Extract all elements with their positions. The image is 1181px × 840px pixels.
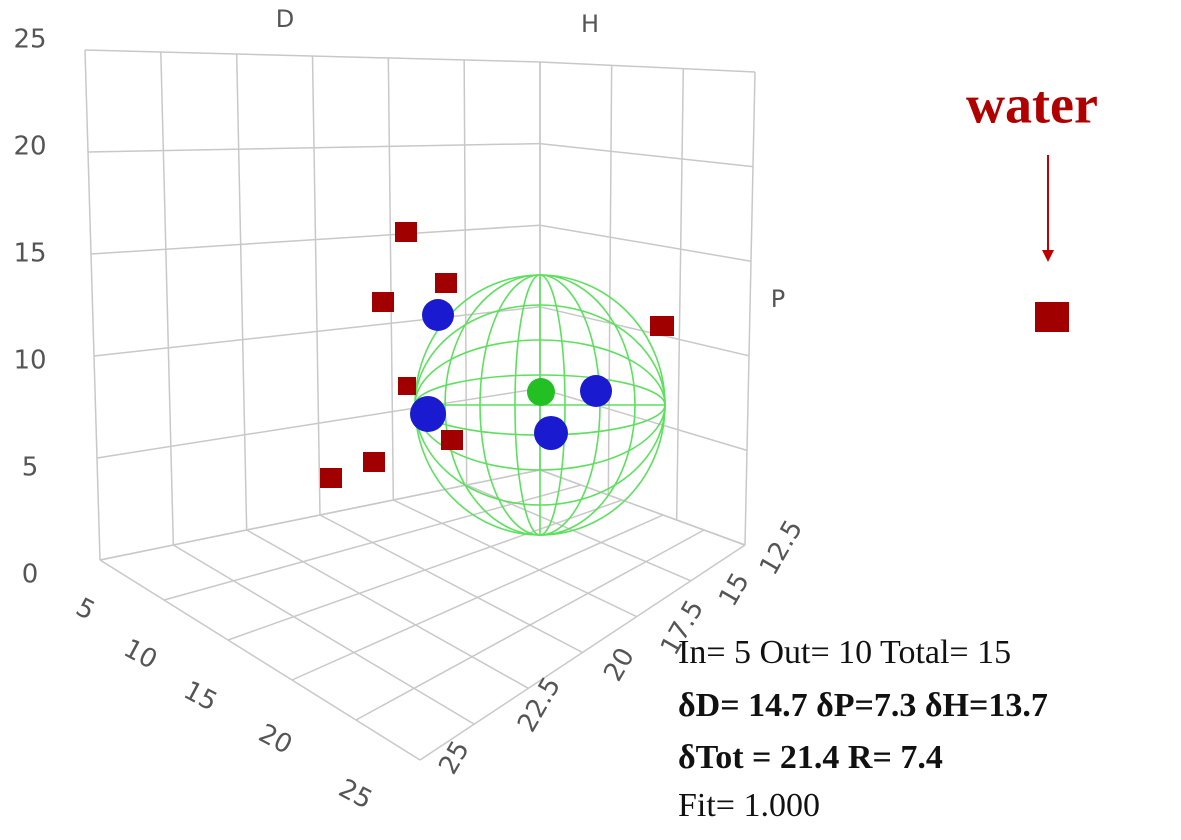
stat-line: δTot = 21.4 R= 7.4 (678, 739, 943, 776)
z-tick-label: 15 (713, 568, 756, 612)
point-in (580, 375, 612, 407)
stat-line: δD= 14.7 δP=7.3 δH=13.7 (678, 687, 1048, 724)
point-out (320, 468, 342, 488)
grid-line (607, 65, 613, 496)
z-tick-label: 22.5 (512, 672, 567, 737)
grid-line (160, 51, 175, 546)
y-tick-label: 10 (13, 346, 46, 376)
grid-line (675, 68, 685, 521)
point-in (410, 396, 446, 432)
axis-label: H (581, 10, 599, 38)
grid-line (311, 55, 321, 516)
point-out (435, 273, 457, 293)
grid-line (539, 306, 750, 357)
grid-line (235, 53, 248, 531)
z-tick-label: 25 (433, 736, 476, 780)
grid-line (539, 387, 748, 452)
point-out (363, 452, 385, 472)
y-tick-label: 20 (13, 132, 46, 162)
stat-line: In= 5 Out= 10 Total= 15 (678, 634, 1011, 671)
grid-line (539, 224, 752, 262)
y-tick-label: 5 (22, 453, 39, 483)
point-out (398, 377, 416, 395)
z-tick-label: 12.5 (754, 515, 809, 580)
arrow-head (1042, 250, 1054, 262)
grid-line (96, 387, 541, 459)
x-tick-label: 10 (119, 634, 162, 676)
annotation: water (966, 74, 1098, 134)
point-out (441, 430, 463, 450)
grid-line (93, 306, 541, 357)
grid-line (319, 514, 583, 654)
stat-line: Fit= 1.000 (678, 787, 820, 824)
y-tick-label: 25 (13, 25, 46, 55)
axis-label: D (276, 5, 294, 33)
point-out (372, 292, 394, 312)
axis-label: P (771, 285, 785, 313)
grid-line (539, 469, 746, 546)
grid-line (393, 499, 637, 618)
point-out (395, 222, 417, 242)
grid-line (87, 142, 541, 153)
point-in (422, 299, 454, 331)
grid-line (246, 529, 529, 689)
points (320, 222, 1069, 488)
x-tick-label: 20 (254, 719, 297, 761)
x-tick-label: 25 (334, 774, 377, 816)
point-in (534, 416, 568, 450)
grid-line (84, 49, 101, 561)
grid-line (84, 49, 541, 63)
sphere-center (527, 378, 555, 406)
point-out (650, 316, 674, 336)
grid-line (539, 61, 756, 73)
grid-line (90, 224, 541, 255)
point-water (1035, 302, 1069, 332)
grid-line (387, 57, 395, 501)
grid-line (744, 71, 756, 546)
x-tick-label: 5 (71, 592, 100, 626)
grid-line (172, 544, 475, 725)
grid-line (99, 559, 421, 761)
z-tick-label: 20 (598, 643, 641, 687)
x-tick-label: 15 (179, 676, 222, 718)
y-tick-label: 0 (22, 560, 39, 590)
grid-line (463, 59, 468, 486)
grid-line (539, 142, 754, 168)
y-tick-label: 15 (13, 239, 46, 269)
